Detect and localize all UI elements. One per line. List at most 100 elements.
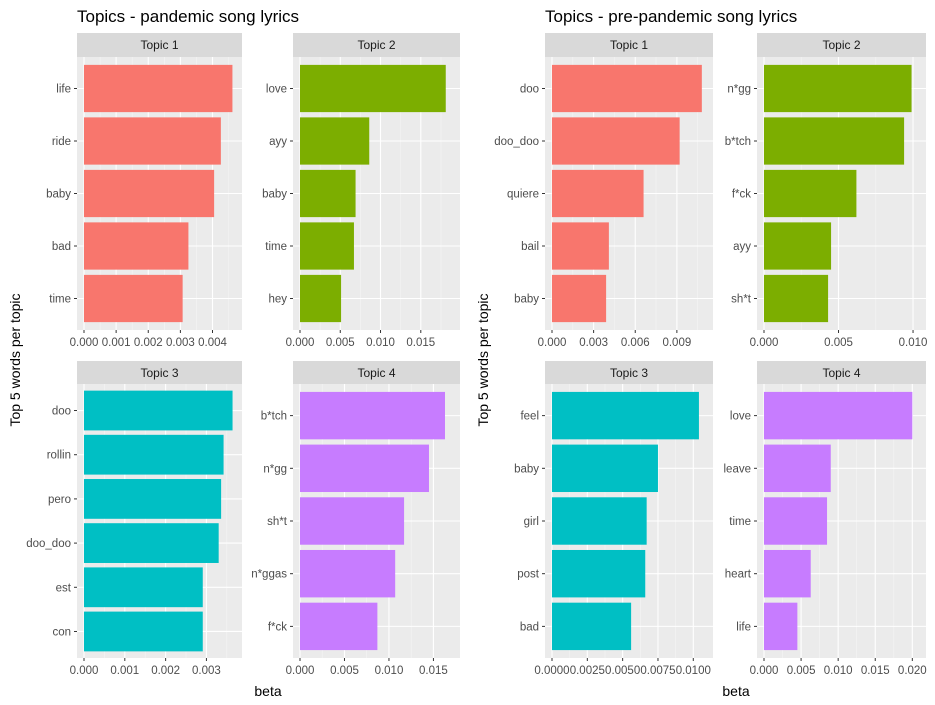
- facet-strip-label: Topic 1: [610, 38, 648, 52]
- bar-baby: [84, 169, 215, 218]
- x-tick-label: 0.020: [898, 665, 927, 677]
- y-tick-label: est: [56, 582, 72, 594]
- bar-rollin: [84, 434, 224, 475]
- y-tick-label: ayy: [733, 241, 751, 253]
- x-tick-label: 0.000: [538, 337, 567, 349]
- y-tick-label: bad: [520, 621, 539, 633]
- bar-doo-doo: [552, 117, 680, 165]
- x-tick-label: 0.000: [286, 665, 315, 677]
- bar-bad: [84, 222, 189, 270]
- facet-strip-label: Topic 1: [140, 38, 178, 52]
- x-tick-label: 0.010: [375, 665, 404, 677]
- facet-strip-label: Topic 3: [610, 366, 648, 380]
- bar-b-tch: [764, 117, 905, 165]
- x-tick-label: 0.003: [579, 337, 608, 349]
- bar-doo: [84, 390, 233, 431]
- bar-leave: [764, 444, 831, 493]
- y-tick-label: love: [730, 411, 751, 423]
- bar-quiere: [552, 169, 644, 218]
- bar-n-gg: [300, 444, 429, 493]
- x-tick-label: 0.0075: [640, 665, 675, 677]
- x-tick-label: 0.0000: [534, 665, 569, 677]
- bar-ayy: [764, 222, 832, 270]
- left-chart-title: Topics - pandemic song lyrics: [77, 7, 299, 26]
- bar-f-ck: [764, 169, 857, 218]
- y-tick-label: sh*t: [731, 294, 752, 306]
- x-tick-label: 0.002: [134, 337, 163, 349]
- bar-ride: [84, 117, 221, 165]
- bar-baby: [552, 274, 607, 323]
- facet-strip: [77, 33, 242, 57]
- y-tick-label: time: [265, 241, 287, 253]
- y-tick-label: doo_doo: [26, 538, 71, 550]
- x-tick-label: 0.010: [824, 665, 853, 677]
- facet-strip-label: Topic 4: [822, 366, 860, 380]
- bar-est: [84, 567, 203, 608]
- y-tick-label: heart: [725, 569, 752, 581]
- bar-pero: [84, 479, 222, 519]
- facet-strip: [77, 361, 242, 384]
- bar-n-gg: [764, 64, 912, 113]
- x-tick-label: 0.005: [326, 337, 355, 349]
- y-tick-label: feel: [520, 411, 539, 423]
- y-tick-label: baby: [262, 189, 287, 201]
- bar-feel: [552, 391, 699, 440]
- y-tick-label: hey: [268, 294, 287, 306]
- x-tick-label: 0.005: [787, 665, 816, 677]
- bar-bad: [552, 602, 632, 651]
- y-tick-label: con: [52, 626, 71, 638]
- bar-sh-t: [764, 274, 829, 323]
- bar-ayy: [300, 117, 370, 165]
- bar-girl: [552, 497, 647, 545]
- x-tick-label: 0.010: [899, 337, 928, 349]
- x-tick-label: 0.005: [824, 337, 853, 349]
- y-tick-label: b*tch: [725, 136, 751, 148]
- y-tick-label: leave: [724, 463, 752, 475]
- y-tick-label: f*ck: [732, 189, 751, 201]
- y-tick-label: life: [56, 84, 71, 96]
- facet-panel: Topic 2 n*gg b*tch f*ck ayy sh*t 0.000 0.005 0.0…: [725, 33, 928, 349]
- right-chart-title: Topics - pre-pandemic song lyrics: [545, 7, 797, 26]
- x-tick-label: 0.005: [330, 665, 359, 677]
- y-tick-label: time: [49, 294, 71, 306]
- x-tick-label: 0.003: [166, 337, 195, 349]
- bar-con: [84, 611, 203, 652]
- bar-life: [84, 64, 233, 113]
- x-tick-label: 0.015: [419, 665, 448, 677]
- y-tick-label: quiere: [507, 189, 539, 201]
- bar-love: [300, 64, 446, 113]
- x-tick-label: 0.000: [70, 665, 99, 677]
- facet-strip-label: Topic 3: [140, 366, 178, 380]
- x-tick-label: 0.003: [192, 665, 221, 677]
- bar-b-tch: [300, 391, 445, 440]
- x-tick-label: 0.015: [861, 665, 890, 677]
- x-tick-label: 0.009: [662, 337, 691, 349]
- y-tick-label: b*tch: [261, 411, 287, 423]
- bar-post: [552, 549, 646, 598]
- y-tick-label: n*gg: [727, 84, 751, 96]
- facet-panel: Topic 2 love ayy baby time hey 0.000 0.005 0.010…: [262, 33, 460, 349]
- y-tick-label: doo: [52, 406, 71, 418]
- y-tick-label: love: [266, 84, 287, 96]
- facet-strip: [545, 33, 713, 57]
- x-tick-label: 0.006: [621, 337, 650, 349]
- facet-strip: [757, 33, 926, 57]
- y-tick-label: bad: [52, 241, 71, 253]
- left-y-axis-title: Top 5 words per topic: [7, 293, 23, 426]
- x-tick-label: 0.010: [366, 337, 395, 349]
- y-tick-label: life: [736, 621, 751, 633]
- bar-time: [300, 222, 354, 270]
- y-tick-label: girl: [524, 516, 539, 528]
- x-tick-label: 0.004: [198, 337, 227, 349]
- x-tick-label: 0.001: [102, 337, 131, 349]
- facet-strip-label: Topic 4: [357, 366, 395, 380]
- x-tick-label: 0.0025: [570, 665, 605, 677]
- y-tick-label: bail: [521, 241, 539, 253]
- y-tick-label: post: [517, 569, 540, 581]
